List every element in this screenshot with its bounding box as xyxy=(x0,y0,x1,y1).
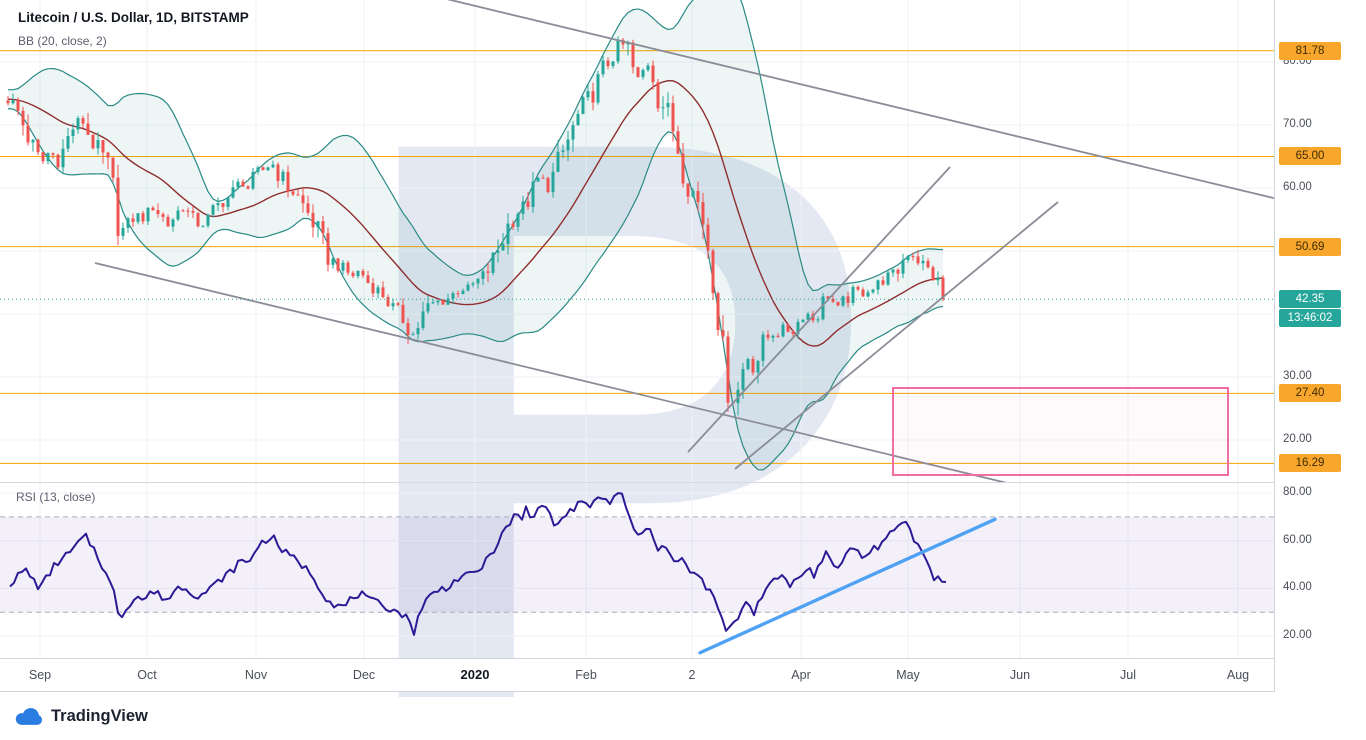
rsi-axis-label: 80.00 xyxy=(1283,486,1312,499)
rsi-axis-label: 60.00 xyxy=(1283,533,1312,546)
rsi-band xyxy=(0,516,1274,613)
brand-name: TradingView xyxy=(51,706,148,725)
trendline xyxy=(734,201,1059,470)
time-axis-label: Nov xyxy=(244,668,268,682)
time-axis-label: Feb xyxy=(575,668,597,682)
rsi-line xyxy=(9,492,947,636)
rsi-indicator-label[interactable]: RSI (13, close) xyxy=(16,490,96,504)
bb-lower xyxy=(7,108,944,471)
trendline xyxy=(94,262,1007,482)
price-level-badge: 81.78 xyxy=(1279,41,1341,60)
time-axis-label: Oct xyxy=(137,668,157,682)
chart-legend: Litecoin / U.S. Dollar, 1D, BITSTAMP BB … xyxy=(18,10,249,48)
bb-fill xyxy=(8,0,943,470)
price-axis-label: 20.00 xyxy=(1283,432,1312,445)
price-level-badge: 27.40 xyxy=(1279,384,1341,403)
time-axis-label: Aug xyxy=(1226,668,1250,682)
rsi-trendline xyxy=(698,517,997,655)
price-axis[interactable]: 80.00 70.00 60.00 30.00 20.00 81.78 65.00 50.69… xyxy=(1274,0,1366,692)
price-axis-label: 60.00 xyxy=(1283,180,1312,193)
price-level-badge: 16.29 xyxy=(1279,454,1341,473)
price-axis-label: 30.00 xyxy=(1283,369,1312,382)
time-axis-label: Dec xyxy=(352,668,376,682)
time-axis-label: May xyxy=(896,668,920,682)
time-axis-label: Jul xyxy=(1120,668,1136,682)
time-axis-label: 2 xyxy=(688,668,696,682)
price-axis-label: 70.00 xyxy=(1283,117,1312,130)
bb-indicator-label[interactable]: BB (20, close, 2) xyxy=(18,34,107,48)
rsi-axis-label: 20.00 xyxy=(1283,629,1312,642)
time-axis-label: Jun xyxy=(1009,668,1031,682)
tradingview-branding[interactable]: TradingView xyxy=(14,700,148,732)
symbol-title[interactable]: Litecoin / U.S. Dollar, 1D, BITSTAMP xyxy=(18,10,249,25)
rsi-axis-label: 40.00 xyxy=(1283,581,1312,594)
highlight-rectangle xyxy=(892,387,1229,476)
current-price-badge: 42.35 xyxy=(1279,290,1341,309)
price-level-badge: 50.69 xyxy=(1279,237,1341,256)
trendline xyxy=(446,0,1274,200)
trendline xyxy=(687,166,951,453)
rsi-pane[interactable] xyxy=(0,482,1274,658)
price-level-badge: 65.00 xyxy=(1279,147,1341,166)
bb-upper xyxy=(7,0,944,292)
countdown-badge: 13:46:02 xyxy=(1279,309,1341,328)
candles-layer xyxy=(6,36,945,416)
time-axis-label: Sep xyxy=(28,668,52,682)
time-axis-label: Apr xyxy=(791,668,811,682)
time-axis[interactable]: Sep Oct Nov Dec 2020 Feb 2 Apr May Jun Jul Aug xyxy=(0,658,1366,692)
pane-separator[interactable] xyxy=(0,482,1274,483)
bb-middle xyxy=(7,79,944,347)
price-chart-pane[interactable] xyxy=(0,0,1274,482)
time-axis-label: 2020 xyxy=(460,667,490,682)
tradingview-cloud-icon xyxy=(15,707,43,725)
